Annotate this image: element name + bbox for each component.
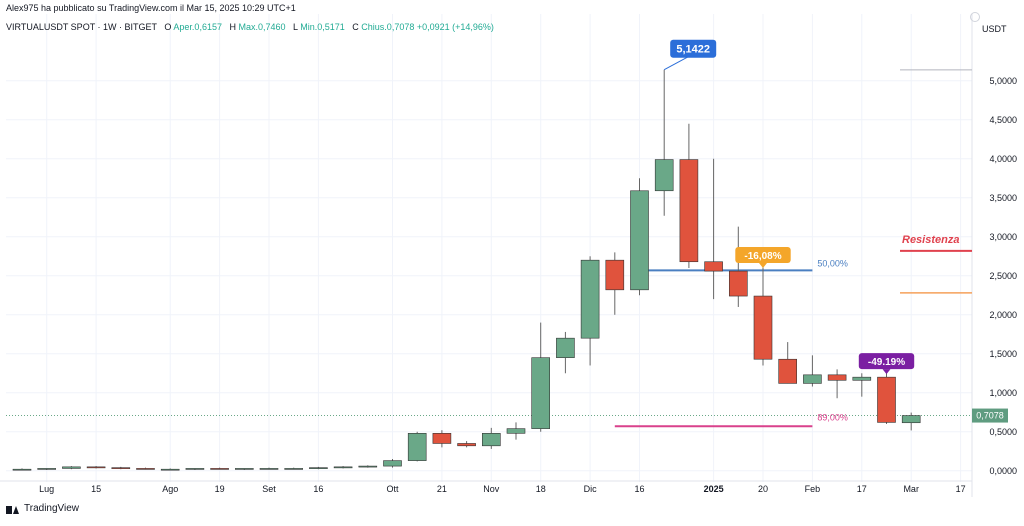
drop2-callout-pointer: [882, 369, 891, 375]
last-price-tag: [972, 408, 1008, 423]
candle-body: [630, 190, 649, 291]
axis-currency-label[interactable]: USDT: [982, 24, 1007, 34]
ohlc-close: Chius.0,7078: [361, 22, 415, 32]
candle-body: [481, 433, 501, 447]
candle-body: [284, 468, 304, 470]
x-tick-label: 2025: [704, 484, 724, 494]
footer-branding: TradingView: [6, 503, 79, 514]
fib-50-label: 50,00%: [817, 258, 848, 268]
candle-body: [531, 357, 551, 429]
drop2-callout-text: -49.19%: [868, 357, 905, 368]
ohlc-h-label: H: [229, 22, 236, 32]
x-tick-label: 21: [437, 484, 447, 494]
drop2-callout-box: [858, 353, 915, 370]
ath-pointer-line: [663, 55, 691, 71]
x-tick-label: Nov: [483, 484, 500, 494]
y-tick-label: 5,0000: [989, 76, 1017, 86]
x-tick-label: Lug: [39, 484, 54, 494]
symbol-label[interactable]: VIRTUALUSDT SPOT · 1W · BITGET: [6, 22, 157, 32]
candle-body: [358, 465, 378, 468]
candle-body: [383, 460, 402, 467]
candle-body: [679, 159, 699, 263]
ath-label-text: 5,1422: [676, 44, 710, 56]
candle-body: [605, 259, 625, 291]
candle-body: [654, 159, 674, 192]
candle-body: [86, 466, 106, 469]
x-tick-label: 17: [956, 484, 966, 494]
candle-body: [235, 468, 254, 470]
publisher-line: Alex975 ha pubblicato su TradingView.com…: [6, 3, 296, 13]
candle-body: [580, 259, 600, 339]
candle-body: [506, 428, 526, 434]
candle-body: [407, 433, 427, 461]
x-tick-label: 17: [857, 484, 867, 494]
candle-body: [803, 374, 822, 384]
ohlc-open: Aper.0,6157: [173, 22, 222, 32]
candle-body: [259, 468, 279, 470]
x-tick-label: 18: [536, 484, 546, 494]
ohlc-c-label: C: [352, 22, 359, 32]
candle-body: [62, 466, 81, 469]
fib-89-label: 89,00%: [817, 412, 848, 422]
candle-body: [852, 376, 872, 381]
candle-body: [111, 467, 131, 469]
x-tick-label: 16: [634, 484, 644, 494]
y-tick-label: 2,5000: [989, 271, 1017, 281]
x-tick-label: Dic: [584, 484, 597, 494]
y-tick-label: 1,5000: [989, 349, 1017, 359]
candle-body: [309, 467, 328, 469]
ohlc-legend: VIRTUALUSDT SPOT · 1W · BITGET O Aper.0,…: [6, 22, 494, 32]
candle-body: [210, 468, 229, 470]
candle-body: [556, 337, 575, 358]
x-tick-label: Feb: [805, 484, 821, 494]
x-tick-label: Ago: [162, 484, 178, 494]
drop1-callout-box: [735, 246, 791, 263]
x-tick-label: 20: [758, 484, 768, 494]
x-tick-label: Set: [262, 484, 276, 494]
last-price-tag-text: 0,7078: [976, 411, 1004, 421]
y-tick-label: 0,5000: [989, 427, 1017, 437]
candle-body: [827, 374, 847, 381]
y-tick-label: 3,5000: [989, 193, 1017, 203]
drop1-callout-text: -16,08%: [744, 251, 781, 262]
ohlc-change: +0,0921 (+14,96%): [416, 22, 494, 32]
candle-body: [877, 376, 896, 423]
drop1-callout-pointer: [759, 262, 767, 268]
candle-body: [457, 443, 476, 447]
candle-body: [901, 415, 921, 424]
x-tick-label: Mar: [903, 484, 919, 494]
ath-label-box: [670, 39, 717, 58]
y-tick-label: 0,0000: [989, 466, 1017, 476]
tradingview-logo-icon: [6, 504, 20, 514]
resistance-label: Resistenza: [902, 234, 959, 246]
ohlc-o-label: O: [164, 22, 172, 32]
candle-body: [778, 358, 798, 384]
candle-body: [160, 468, 180, 471]
candle-body: [432, 433, 452, 444]
brand-name: TradingView: [24, 503, 80, 514]
candle-body: [753, 295, 773, 360]
x-tick-label: 19: [215, 484, 225, 494]
x-tick-label: 15: [91, 484, 101, 494]
candle-body: [37, 468, 57, 470]
candle-body: [12, 468, 32, 471]
y-tick-label: 1,0000: [989, 388, 1017, 398]
candle-body: [185, 468, 205, 470]
ohlc-low: Min.0,5171: [300, 22, 345, 32]
y-tick-label: 2,0000: [989, 310, 1017, 320]
y-tick-label: 4,0000: [989, 154, 1017, 164]
ohlc-l-label: L: [293, 22, 298, 32]
candle-body: [704, 261, 723, 272]
ohlc-high: Max.0,7460: [238, 22, 286, 32]
y-tick-label: 3,0000: [989, 232, 1017, 242]
x-tick-label: 16: [313, 484, 323, 494]
candle-body: [333, 466, 353, 469]
candle-body: [728, 270, 748, 297]
settings-dot-icon[interactable]: [970, 12, 980, 22]
x-tick-label: Ott: [386, 484, 399, 494]
candle-body: [136, 468, 155, 470]
y-tick-label: 4,5000: [989, 115, 1017, 125]
